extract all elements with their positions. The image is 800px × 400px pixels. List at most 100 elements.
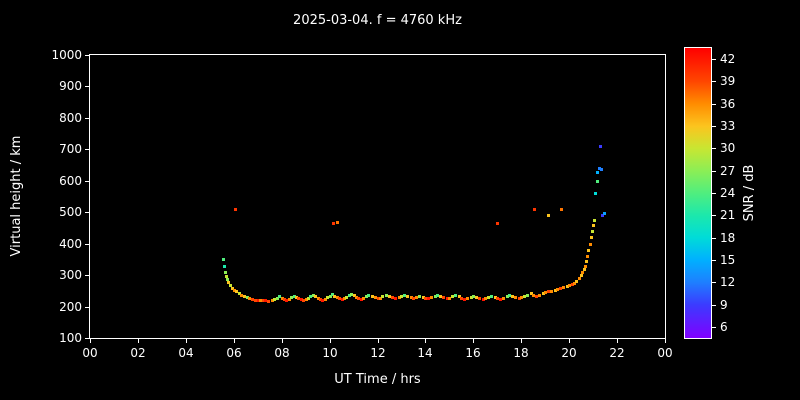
data-point bbox=[377, 297, 380, 300]
data-point bbox=[526, 294, 529, 297]
x-tick-mark bbox=[617, 339, 618, 343]
data-point bbox=[290, 296, 293, 299]
data-point bbox=[319, 298, 322, 301]
data-point bbox=[278, 295, 281, 298]
data-point bbox=[388, 295, 391, 298]
data-point bbox=[446, 297, 449, 300]
data-point bbox=[594, 192, 597, 195]
x-tick-label: 16 bbox=[465, 346, 481, 360]
y-tick-label: 100 bbox=[59, 331, 82, 345]
data-point bbox=[532, 294, 535, 297]
x-tick-mark bbox=[521, 339, 522, 343]
data-point bbox=[511, 295, 514, 298]
colorbar-tick-mark bbox=[712, 104, 716, 105]
data-point bbox=[254, 299, 257, 302]
data-point bbox=[436, 294, 439, 297]
data-point bbox=[578, 277, 581, 280]
x-tick-label: 14 bbox=[417, 346, 433, 360]
data-point bbox=[362, 297, 365, 300]
data-point bbox=[332, 222, 335, 225]
colorbar-tick-label: 18 bbox=[720, 231, 736, 245]
data-point bbox=[499, 298, 502, 301]
data-point bbox=[295, 296, 298, 299]
x-tick-label: 08 bbox=[274, 346, 290, 360]
x-tick-label: 00 bbox=[657, 346, 673, 360]
data-point bbox=[590, 236, 593, 239]
data-point bbox=[586, 255, 589, 258]
data-point bbox=[341, 298, 344, 301]
data-point bbox=[593, 219, 596, 222]
data-point bbox=[415, 296, 418, 299]
x-tick-label: 12 bbox=[370, 346, 386, 360]
data-point bbox=[603, 212, 606, 215]
x-tick-mark bbox=[569, 339, 570, 343]
data-point bbox=[264, 299, 267, 302]
data-point bbox=[371, 295, 374, 298]
data-point bbox=[599, 145, 602, 148]
y-tick-mark bbox=[85, 86, 89, 87]
data-point bbox=[533, 208, 536, 211]
colorbar-tick-mark bbox=[712, 305, 716, 306]
y-tick-mark bbox=[85, 212, 89, 213]
data-point bbox=[484, 297, 487, 300]
y-tick-mark bbox=[85, 149, 89, 150]
colorbar-tick-mark bbox=[712, 59, 716, 60]
data-point bbox=[487, 296, 490, 299]
data-point bbox=[434, 295, 437, 298]
data-point bbox=[571, 283, 574, 286]
x-tick-label: 22 bbox=[609, 346, 625, 360]
y-tick-label: 900 bbox=[59, 79, 82, 93]
x-tick-label: 10 bbox=[322, 346, 338, 360]
colorbar-tick-mark bbox=[712, 238, 716, 239]
data-point bbox=[544, 291, 547, 294]
colorbar-tick-mark bbox=[712, 215, 716, 216]
colorbar bbox=[684, 47, 712, 339]
data-point bbox=[538, 294, 541, 297]
data-point bbox=[240, 294, 243, 297]
data-point bbox=[276, 297, 279, 300]
data-point bbox=[365, 295, 368, 298]
data-point bbox=[547, 214, 550, 217]
data-point bbox=[562, 286, 565, 289]
data-point bbox=[403, 294, 406, 297]
data-point bbox=[581, 271, 584, 274]
data-point bbox=[300, 298, 303, 301]
y-tick-label: 800 bbox=[59, 111, 82, 125]
data-point bbox=[448, 297, 451, 300]
data-point bbox=[331, 293, 334, 296]
data-point bbox=[583, 268, 586, 271]
data-point bbox=[412, 297, 415, 300]
data-point bbox=[584, 265, 587, 268]
data-point bbox=[336, 296, 339, 299]
data-point bbox=[580, 274, 583, 277]
data-point bbox=[297, 297, 300, 300]
data-point bbox=[355, 296, 358, 299]
data-point bbox=[357, 297, 360, 300]
colorbar-tick-label: 24 bbox=[720, 186, 736, 200]
x-tick-mark bbox=[330, 339, 331, 343]
x-tick-label: 04 bbox=[178, 346, 194, 360]
x-tick-mark bbox=[425, 339, 426, 343]
data-point bbox=[596, 171, 599, 174]
colorbar-tick-label: 15 bbox=[720, 253, 736, 267]
x-tick-mark bbox=[282, 339, 283, 343]
data-point bbox=[460, 297, 463, 300]
colorbar-tick-label: 6 bbox=[720, 320, 728, 334]
data-point bbox=[550, 290, 553, 293]
data-point bbox=[547, 290, 550, 293]
data-point bbox=[466, 297, 469, 300]
data-point bbox=[596, 180, 599, 183]
colorbar-tick-mark bbox=[712, 193, 716, 194]
colorbar-tick-label: 21 bbox=[720, 208, 736, 222]
x-tick-mark bbox=[138, 339, 139, 343]
y-tick-mark bbox=[85, 307, 89, 308]
data-point bbox=[520, 296, 523, 299]
data-point bbox=[394, 297, 397, 300]
data-point bbox=[506, 295, 509, 298]
data-point bbox=[251, 298, 254, 301]
data-point bbox=[385, 294, 388, 297]
data-point bbox=[314, 295, 317, 298]
data-point bbox=[427, 297, 430, 300]
x-tick-mark bbox=[234, 339, 235, 343]
